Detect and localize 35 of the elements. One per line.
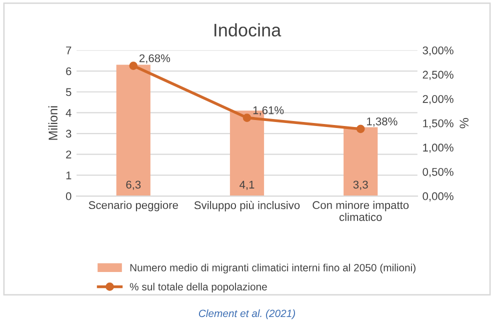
y-tick-label: 1 xyxy=(66,172,72,180)
y2-tick-label: 3,00% xyxy=(422,46,454,56)
data-label: 1,38% xyxy=(367,118,398,127)
y2-tick-label: 2,50% xyxy=(422,70,454,80)
y-tick-label: 5 xyxy=(66,88,72,96)
y2-tick-label: 1,00% xyxy=(423,144,454,153)
data-label: 4,1 xyxy=(240,180,254,190)
bar xyxy=(344,127,378,196)
y-tick-label: 2 xyxy=(66,150,72,158)
x-tick-label: Sviluppo più inclusivo xyxy=(194,200,300,212)
y2-tick-label: 0,50% xyxy=(422,168,454,178)
y2-tick-label: 1,50% xyxy=(423,119,454,129)
y2-tick-label: 0,00% xyxy=(422,192,454,202)
y2-tick-label: 2,00% xyxy=(422,95,454,104)
data-label: 1,61% xyxy=(253,106,284,116)
x-tick-label: Scenario peggiore xyxy=(88,200,178,212)
y-tick-label: 6 xyxy=(66,67,72,76)
text: Clement et al. (2021) xyxy=(198,309,296,320)
x-tick-label: Con minore impatto climatico xyxy=(312,200,409,222)
point xyxy=(242,114,252,122)
y2-axis-title: % xyxy=(460,118,468,128)
legend-label: Numero medio di migranti climatici interni fino al 2050 (milioni) xyxy=(130,264,416,274)
data-label: 2,68% xyxy=(139,54,170,64)
data-label: 3,3 xyxy=(353,180,368,190)
y-tick-label: 7 xyxy=(66,46,72,54)
chart-title: Indocina xyxy=(214,23,282,37)
y-axis-title: Milioni xyxy=(48,106,58,140)
data-label: 6,3 xyxy=(126,180,141,190)
y-tick-label: 4 xyxy=(66,109,72,117)
point xyxy=(356,124,365,134)
legend-label: % sul totale della popolazione xyxy=(130,282,267,293)
bar xyxy=(116,64,150,196)
y-tick-label: 3 xyxy=(66,130,72,138)
point xyxy=(129,62,138,70)
y-tick-label: 0 xyxy=(66,192,72,200)
